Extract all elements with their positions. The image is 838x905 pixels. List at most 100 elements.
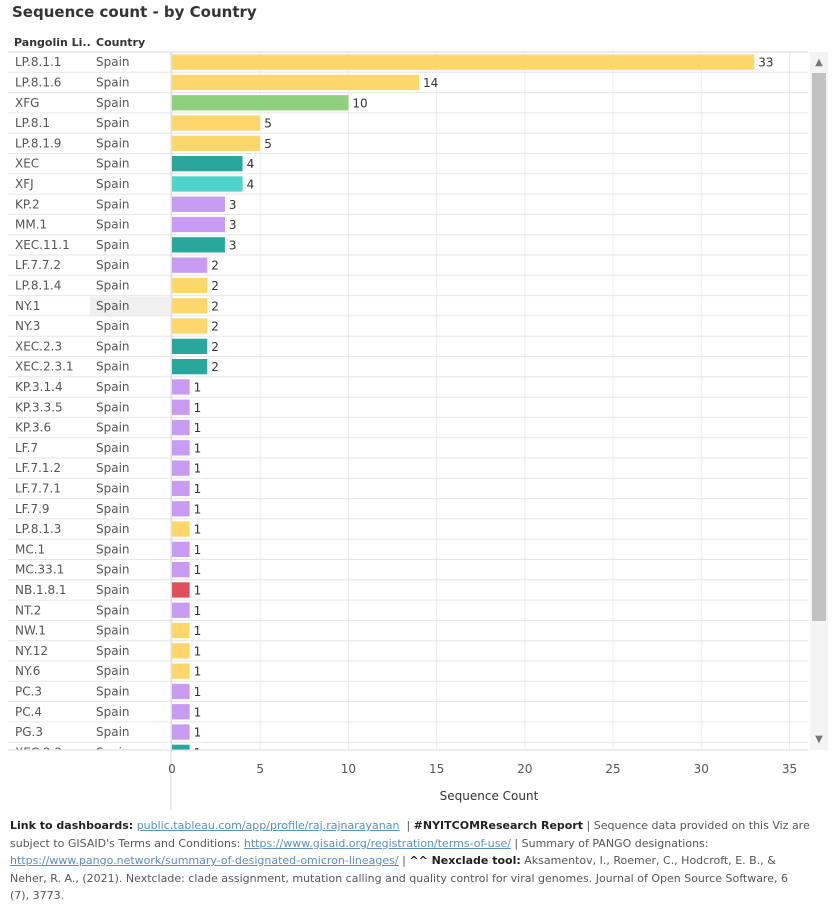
lineage-label[interactable]: KP.3.6 bbox=[15, 421, 51, 435]
country-label[interactable]: Spain bbox=[96, 278, 130, 292]
country-label[interactable]: Spain bbox=[96, 664, 130, 678]
lineage-label[interactable]: PG.3 bbox=[15, 725, 43, 739]
lineage-label[interactable]: MC.1 bbox=[15, 542, 45, 556]
scroll-down-icon[interactable]: ▼ bbox=[815, 734, 823, 745]
lineage-label[interactable]: NY.12 bbox=[15, 644, 48, 658]
bar[interactable] bbox=[172, 196, 225, 212]
bar[interactable] bbox=[172, 419, 190, 436]
lineage-label[interactable]: LP.8.1.1 bbox=[15, 55, 61, 69]
lineage-label[interactable]: LF.7.7.2 bbox=[15, 258, 61, 272]
bar[interactable] bbox=[172, 74, 419, 91]
bar[interactable] bbox=[172, 379, 190, 395]
country-label[interactable]: Spain bbox=[96, 745, 130, 759]
bar[interactable] bbox=[172, 602, 190, 618]
country-label[interactable]: Spain bbox=[96, 299, 130, 313]
lineage-label[interactable]: LF.7 bbox=[15, 441, 38, 455]
bar[interactable] bbox=[172, 237, 225, 253]
lineage-label[interactable]: PC.4 bbox=[15, 705, 42, 719]
country-label[interactable]: Spain bbox=[96, 684, 130, 698]
bar[interactable] bbox=[172, 704, 190, 720]
lineage-label[interactable]: LP.8.1.4 bbox=[15, 278, 61, 292]
lineage-label[interactable]: KP.2 bbox=[15, 197, 40, 211]
country-label[interactable]: Spain bbox=[96, 400, 130, 414]
country-label[interactable]: Spain bbox=[96, 481, 130, 495]
scrollbar-thumb[interactable] bbox=[812, 73, 826, 621]
country-label[interactable]: Spain bbox=[96, 238, 130, 252]
bar[interactable] bbox=[172, 359, 208, 375]
bar[interactable] bbox=[172, 501, 190, 517]
lineage-label[interactable]: KP.3.1.4 bbox=[15, 380, 63, 394]
lineage-column-header[interactable]: Pangolin Li.. bbox=[14, 36, 91, 49]
lineage-label[interactable]: LF.7.1.2 bbox=[15, 461, 61, 475]
bar[interactable] bbox=[172, 562, 190, 578]
lineage-label[interactable]: PC.3 bbox=[15, 684, 42, 698]
bar[interactable] bbox=[172, 582, 190, 598]
lineage-label[interactable]: XEC.2.3.1 bbox=[15, 360, 74, 374]
lineage-label[interactable]: XFJ bbox=[15, 177, 34, 191]
lineage-label[interactable]: NW.1 bbox=[15, 624, 46, 638]
bar[interactable] bbox=[172, 724, 190, 740]
lineage-label[interactable]: NT.2 bbox=[15, 603, 41, 617]
lineage-label[interactable]: NY.1 bbox=[15, 299, 40, 313]
gisaid-terms-link[interactable]: https://www.gisaid.org/registration/term… bbox=[243, 836, 511, 850]
country-label[interactable]: Spain bbox=[96, 177, 130, 191]
country-label[interactable]: Spain bbox=[96, 380, 130, 394]
bar[interactable] bbox=[172, 338, 208, 354]
country-label[interactable]: Spain bbox=[96, 197, 130, 211]
country-label[interactable]: Spain bbox=[96, 157, 130, 171]
country-label[interactable]: Spain bbox=[96, 421, 130, 435]
country-label[interactable]: Spain bbox=[96, 705, 130, 719]
bar[interactable] bbox=[172, 95, 349, 111]
country-label[interactable]: Spain bbox=[96, 339, 130, 353]
bar[interactable] bbox=[172, 622, 190, 639]
bar[interactable] bbox=[172, 54, 755, 70]
lineage-label[interactable]: NB.1.8.1 bbox=[15, 583, 67, 597]
country-label[interactable]: Spain bbox=[96, 258, 130, 272]
country-label[interactable]: Spain bbox=[96, 319, 130, 333]
bar[interactable] bbox=[172, 683, 190, 700]
lineage-label[interactable]: LF.7.9 bbox=[15, 502, 50, 516]
lineage-label[interactable]: XFG bbox=[15, 96, 39, 110]
bar[interactable] bbox=[172, 216, 225, 233]
country-label[interactable]: Spain bbox=[96, 441, 130, 455]
country-label[interactable]: Spain bbox=[96, 725, 130, 739]
lineage-label[interactable]: MC.33.1 bbox=[15, 563, 64, 577]
bar[interactable] bbox=[172, 298, 208, 314]
country-label[interactable]: Spain bbox=[96, 461, 130, 475]
bar[interactable] bbox=[172, 318, 208, 334]
dashboards-link[interactable]: public.tableau.com/app/profile/raj.rajna… bbox=[136, 819, 400, 832]
country-label[interactable]: Spain bbox=[96, 624, 130, 638]
country-label[interactable]: Spain bbox=[96, 116, 130, 130]
country-label[interactable]: Spain bbox=[96, 96, 130, 110]
country-label[interactable]: Spain bbox=[96, 563, 130, 577]
bar[interactable] bbox=[172, 744, 190, 760]
bar[interactable] bbox=[172, 135, 261, 151]
lineage-label[interactable]: LP.8.1.3 bbox=[15, 522, 61, 536]
lineage-label[interactable]: NY.3 bbox=[15, 319, 40, 333]
country-label[interactable]: Spain bbox=[96, 583, 130, 597]
country-label[interactable]: Spain bbox=[96, 644, 130, 658]
scroll-up-icon[interactable]: ▲ bbox=[815, 57, 823, 68]
bar[interactable] bbox=[172, 257, 208, 273]
lineage-label[interactable]: LF.7.7.1 bbox=[15, 481, 61, 495]
country-label[interactable]: Spain bbox=[96, 522, 130, 536]
bar[interactable] bbox=[172, 277, 208, 294]
bar[interactable] bbox=[172, 440, 190, 456]
country-label[interactable]: Spain bbox=[96, 603, 130, 617]
country-label[interactable]: Spain bbox=[96, 360, 130, 374]
bar[interactable] bbox=[172, 480, 190, 497]
lineage-label[interactable]: LP.8.1.9 bbox=[15, 136, 61, 150]
lineage-label[interactable]: XEC.2.2 bbox=[15, 745, 62, 759]
country-column-header[interactable]: Country bbox=[96, 36, 146, 49]
lineage-label[interactable]: NY.6 bbox=[15, 664, 40, 678]
lineage-label[interactable]: XEC.11.1 bbox=[15, 238, 70, 252]
bar[interactable] bbox=[172, 521, 190, 537]
country-label[interactable]: Spain bbox=[96, 75, 130, 89]
bar[interactable] bbox=[172, 460, 190, 476]
bar[interactable] bbox=[172, 156, 243, 172]
pango-link[interactable]: https://www.pango.network/summary-of-des… bbox=[10, 854, 399, 867]
lineage-label[interactable]: XEC bbox=[15, 157, 39, 171]
bar[interactable] bbox=[172, 176, 243, 192]
bar[interactable] bbox=[172, 663, 190, 679]
country-label[interactable]: Spain bbox=[96, 542, 130, 556]
